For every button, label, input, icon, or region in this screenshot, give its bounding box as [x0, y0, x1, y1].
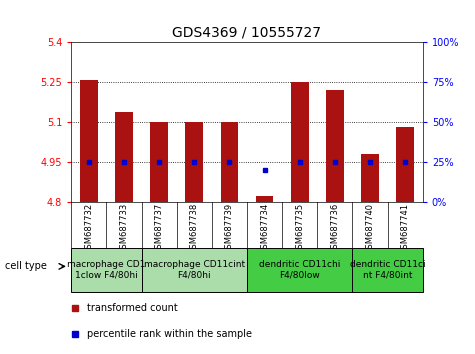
Text: GSM687733: GSM687733 — [120, 203, 128, 254]
Text: dendritic CD11chi
F4/80low: dendritic CD11chi F4/80low — [259, 260, 341, 280]
Title: GDS4369 / 10555727: GDS4369 / 10555727 — [172, 26, 322, 40]
Bar — [352, 248, 423, 292]
Text: percentile rank within the sample: percentile rank within the sample — [87, 329, 252, 339]
Bar — [361, 154, 379, 202]
Bar — [115, 112, 133, 202]
Text: GSM687738: GSM687738 — [190, 203, 199, 254]
Text: dendritic CD11ci
nt F4/80int: dendritic CD11ci nt F4/80int — [350, 260, 426, 280]
Bar — [185, 122, 203, 202]
Text: cell type: cell type — [5, 261, 47, 272]
Bar — [256, 196, 274, 202]
Bar — [326, 90, 343, 202]
Bar — [142, 248, 247, 292]
Bar — [291, 82, 309, 202]
Text: GSM687734: GSM687734 — [260, 203, 269, 254]
Text: GSM687736: GSM687736 — [331, 203, 339, 254]
Text: macrophage CD11cint
F4/80hi: macrophage CD11cint F4/80hi — [144, 260, 245, 280]
Bar — [396, 127, 414, 202]
Text: GSM687739: GSM687739 — [225, 203, 234, 254]
Text: GSM687741: GSM687741 — [401, 203, 409, 254]
Text: macrophage CD1
1clow F4/80hi: macrophage CD1 1clow F4/80hi — [67, 260, 145, 280]
Text: GSM687737: GSM687737 — [155, 203, 163, 254]
Bar — [150, 122, 168, 202]
Bar — [71, 248, 142, 292]
Text: transformed count: transformed count — [87, 303, 178, 313]
Bar — [80, 80, 98, 202]
Text: GSM687735: GSM687735 — [295, 203, 304, 254]
Text: GSM687732: GSM687732 — [85, 203, 93, 254]
Bar — [220, 122, 238, 202]
Bar — [247, 248, 352, 292]
Text: GSM687740: GSM687740 — [366, 203, 374, 254]
